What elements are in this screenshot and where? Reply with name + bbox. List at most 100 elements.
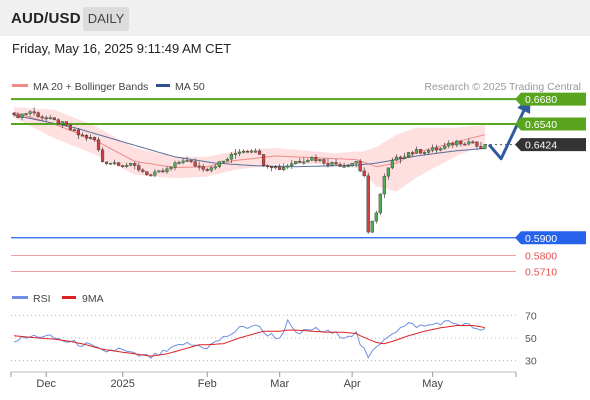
rsi-lines [13,318,486,360]
candle-body [414,149,419,154]
candle-body [366,175,370,233]
candle-body [92,137,97,140]
candle-body [402,156,407,159]
candle-body [20,113,24,118]
candle-body [278,166,282,170]
candle-body [422,152,427,154]
candle-body [374,212,378,222]
candle-body [427,150,431,153]
symbol-title[interactable]: AUD/USD [11,10,81,27]
candle-body [229,153,233,160]
candle-body [467,141,471,145]
candle-body [282,167,286,170]
candle-body [237,151,242,154]
level-label-resistance: 0.6540 [525,119,557,131]
candle-body [157,170,161,173]
chart-datetime: Friday, May 16, 2025 9:11:49 AM CET [12,41,232,56]
candle-body [330,162,334,166]
candle-body [125,165,129,167]
candle-body [104,161,109,164]
candle-body [410,152,415,154]
candle-body [310,157,314,161]
candle-body [60,121,64,125]
candle-body [129,163,133,166]
level-label-resistance: 0.6680 [525,94,557,106]
bollinger-band-fill [14,107,485,192]
level-label-pivot: 0.5900 [525,233,557,245]
candle-body [96,139,101,151]
rsi-tick-label: 50 [525,333,537,345]
candle-body [24,113,28,115]
candle-body [109,162,113,165]
candle-body [431,147,435,151]
candle-body [221,160,225,163]
level-lines [11,98,516,273]
candle-body [205,169,209,171]
candle-body [88,137,93,139]
candle-body [302,161,306,164]
candle-body [390,159,394,169]
candle-body [149,174,153,177]
candle-body [362,170,366,177]
candle-body [483,144,487,149]
candle-body [253,150,258,153]
candle-body [121,165,125,167]
rsi-tick-label: 30 [525,356,537,368]
candle-body [338,164,342,167]
candle-body [52,117,56,120]
candle-body [322,159,326,164]
candle-body [56,119,60,125]
candles [12,107,487,234]
candle-body [201,166,205,170]
x-axis: Dec 2025 Feb Mar Apr May [10,372,517,390]
rsi-ma-line [13,325,486,357]
candle-body [459,140,463,145]
candle-body [290,163,294,166]
rsi-grid: 70 50 30 [11,310,537,368]
moving-averages [13,111,486,169]
candle-body [475,141,479,147]
x-tick-label: Feb [198,378,217,390]
period-badge[interactable]: DAILY [83,7,129,31]
candle-body [439,148,443,151]
candle-body [185,160,189,162]
candle-body [350,162,354,166]
candle-body [378,193,382,214]
candle-body [117,162,121,166]
candle-body [161,170,165,173]
chart-panel [0,36,590,400]
candle-body [48,117,52,120]
candle-body [141,169,145,172]
level-label-box [515,231,586,245]
candle-body [100,149,105,162]
level-label-support: 0.5710 [525,267,557,279]
candle-body [165,168,169,172]
candle-body [72,129,76,132]
candle-body [286,165,290,168]
candle-body [173,162,177,168]
candle-body [113,162,117,165]
candle-body [326,163,330,166]
rsi-tick-label: 70 [525,310,537,322]
candle-body [306,160,310,163]
candle-body [177,162,181,164]
research-credit: Research © 2025 Trading Central [424,81,581,93]
candle-body [274,166,278,169]
level-label-box [515,138,586,152]
rsi-ma-legend-label: 9MA [82,293,104,305]
candle-body [241,150,246,153]
candle-body [44,117,48,120]
ma50-legend-label: MA 50 [175,81,205,93]
level-label-box [515,92,586,106]
candle-body [418,149,423,154]
candle-body [245,150,250,153]
rsi-line [13,318,486,360]
candle-body [270,166,274,169]
candle-body [36,112,40,117]
candle-body [217,161,221,168]
candle-body [145,171,149,176]
level-label-box [515,117,586,131]
candle-body [225,158,229,162]
candle-body [169,166,173,170]
